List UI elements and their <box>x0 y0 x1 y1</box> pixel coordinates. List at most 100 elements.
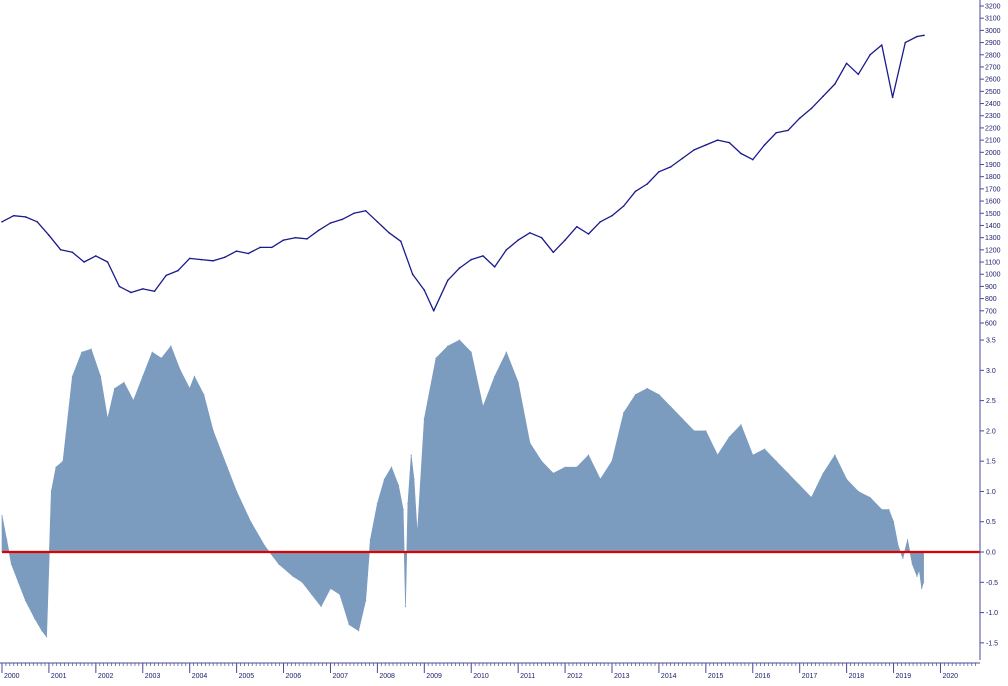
price-point <box>693 149 695 151</box>
x-tick-label: 2003 <box>145 673 161 680</box>
oscillator-point <box>728 436 730 438</box>
oscillator-point <box>348 624 350 626</box>
oscillator-point <box>670 406 672 408</box>
oscillator-point <box>383 478 385 480</box>
oscillator-point <box>494 375 496 377</box>
price-point <box>432 310 435 312</box>
oscillator-point <box>888 509 890 511</box>
oscillator-point <box>658 394 660 396</box>
oscillator-point <box>81 351 83 353</box>
y-tick-label: 0.5 <box>986 519 996 526</box>
y-tick-label: 2100 <box>985 138 1001 145</box>
price-point <box>153 290 156 293</box>
oscillator-point <box>846 478 848 480</box>
oscillator-point <box>799 484 801 486</box>
y-tick-label: 3.0 <box>986 368 996 375</box>
x-tick-label: 2001 <box>51 673 67 680</box>
x-tick-label: 2010 <box>473 673 489 680</box>
price-point <box>200 258 203 261</box>
x-tick-label: 2016 <box>755 673 771 680</box>
oscillator-point <box>264 545 266 547</box>
x-tick-label: 2008 <box>379 673 395 680</box>
oscillator-point <box>921 587 923 590</box>
y-tick-label: 1700 <box>985 186 1001 193</box>
oscillator-point <box>576 466 578 468</box>
y-tick-label: 0.0 <box>986 550 996 557</box>
oscillator-point <box>423 418 425 420</box>
price-point <box>587 233 590 235</box>
oscillator-point <box>752 454 754 456</box>
x-tick-label: 2015 <box>708 673 724 680</box>
oscillator-point <box>482 406 484 408</box>
price-point <box>869 54 871 56</box>
oscillator-point <box>599 478 601 480</box>
price-point <box>716 139 719 141</box>
y-tick-label: 1600 <box>985 199 1001 206</box>
price-point <box>705 144 707 146</box>
oscillator-point <box>365 599 367 602</box>
oscillator-point <box>329 587 332 590</box>
y-tick-label: 1000 <box>985 272 1001 279</box>
oscillator-point <box>114 387 116 390</box>
oscillator-point <box>869 496 871 499</box>
price-point <box>669 166 672 168</box>
oscillator-point <box>402 509 404 511</box>
oscillator-point <box>170 345 172 347</box>
oscillator-point <box>646 387 648 390</box>
oscillator-point <box>857 490 859 493</box>
oscillator-point <box>907 539 909 541</box>
oscillator-point <box>693 430 695 432</box>
y-tick-label: 900 <box>985 284 997 291</box>
price-point <box>12 214 15 217</box>
oscillator-point <box>62 460 64 462</box>
oscillator-point <box>301 581 303 583</box>
price-point <box>83 261 85 263</box>
x-tick-label: 2004 <box>192 673 208 680</box>
oscillator-point <box>834 454 836 456</box>
x-tick-label: 2002 <box>98 673 114 680</box>
price-point <box>423 289 426 291</box>
oscillator-point <box>107 418 109 420</box>
price-point <box>599 221 602 223</box>
oscillator-point <box>902 557 904 559</box>
oscillator-point <box>881 509 883 511</box>
x-tick-label: 2019 <box>896 673 912 680</box>
oscillator-point <box>212 430 214 432</box>
oscillator-point <box>369 539 371 541</box>
price-point <box>634 190 637 193</box>
y-tick-label: 1900 <box>985 162 1001 169</box>
price-point <box>1 221 3 223</box>
price-point <box>458 267 461 269</box>
price-point <box>71 251 74 254</box>
price-point <box>188 257 191 260</box>
price-point <box>142 288 144 290</box>
price-point <box>798 117 801 119</box>
oscillator-point <box>292 575 294 577</box>
oscillator-point <box>541 460 543 462</box>
price-point <box>916 35 918 38</box>
price-point <box>658 171 660 173</box>
x-tick-label: 2009 <box>426 673 442 680</box>
oscillator-point <box>390 466 393 468</box>
oscillator-point <box>822 472 824 474</box>
oscillator-point <box>50 490 52 493</box>
price-point <box>611 214 613 217</box>
oscillator-point <box>203 394 205 396</box>
oscillator-point <box>320 605 322 608</box>
price-point <box>353 212 355 215</box>
oscillator-point <box>226 466 228 468</box>
price-point <box>540 236 543 239</box>
y-tick-label: 2000 <box>985 150 1001 157</box>
oscillator-point <box>435 357 437 359</box>
oscillator-point <box>564 466 566 468</box>
x-tick-label: 2000 <box>4 673 20 680</box>
x-tick-label: 2013 <box>614 673 630 680</box>
y-tick-label: 2200 <box>985 125 1001 132</box>
y-tick-label: 700 <box>985 308 997 315</box>
price-point <box>447 279 449 282</box>
y-tick-label: 600 <box>985 321 997 328</box>
oscillator-point <box>775 460 777 462</box>
oscillator-point <box>892 521 895 523</box>
price-point <box>364 210 367 212</box>
price-point <box>224 256 226 259</box>
